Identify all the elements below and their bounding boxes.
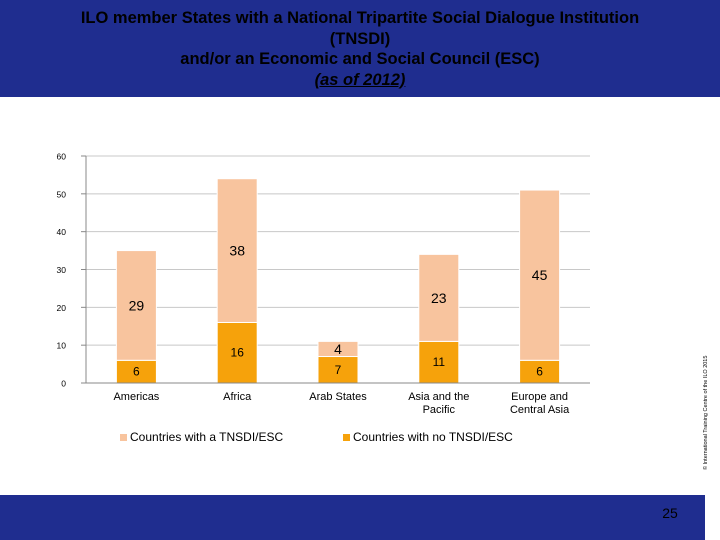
x-tick-label-line: Arab States xyxy=(309,391,367,403)
bar-tnsdi-4 xyxy=(519,189,561,361)
axes: 0 10 20 30 40 50 60 Americas Africa Arab States As… xyxy=(57,152,590,416)
data-label-tnsdi-4: 45 xyxy=(532,267,548,283)
legend-swatch-1 xyxy=(343,434,350,441)
x-tick-label-line: Africa xyxy=(223,391,252,403)
page-number: 25 xyxy=(662,505,678,521)
data-label-no-tnsdi-4: 6 xyxy=(536,365,543,379)
y-tick-label-50: 50 xyxy=(57,189,67,199)
x-tick-label-4: Europe and Central Asia xyxy=(510,391,570,416)
x-tick-label-line: Pacific xyxy=(423,404,456,416)
y-tick-label-60: 60 xyxy=(57,152,67,162)
x-tick-label-0: Americas xyxy=(113,391,159,403)
bar-tnsdi-1 xyxy=(216,178,258,323)
bar-tnsdi-3 xyxy=(418,253,460,342)
data-label-tnsdi-0: 29 xyxy=(129,297,145,313)
data-label-no-tnsdi-2: 7 xyxy=(335,363,342,377)
x-tick-label-line: Central Asia xyxy=(510,404,570,416)
data-label-tnsdi-2: 4 xyxy=(334,341,342,357)
data-label-tnsdi-1: 38 xyxy=(229,243,245,259)
slide-footer xyxy=(0,495,705,540)
bar-tnsdi-2 xyxy=(317,340,359,358)
legend-swatch-0 xyxy=(120,434,127,441)
legend-label-0: Countries with a TNSDI/ESC xyxy=(130,430,283,444)
y-tick-label-0: 0 xyxy=(61,379,66,389)
legend: Countries with a TNSDI/ESC Countries with… xyxy=(120,430,513,444)
title-line-3: and/or an Economic and Social Council (E… xyxy=(180,50,540,68)
copyright-notice: © International Training Centre of the I… xyxy=(703,355,709,470)
y-tick-label-40: 40 xyxy=(57,227,67,237)
x-tick-label-1: Africa xyxy=(223,391,252,403)
bars xyxy=(115,178,561,384)
y-tick-label-10: 10 xyxy=(57,341,67,351)
title-line-2: (TNSDI) xyxy=(329,29,391,48)
slide-header: ILO member States with a National Tripar… xyxy=(0,0,720,97)
legend-label-1: Countries with no TNSDI/ESC xyxy=(353,430,513,444)
y-tick-label-20: 20 xyxy=(57,303,67,313)
stacked-bar-chart: 6 29 16 38 7 4 11 23 6 45 0 10 20 30 40 50 60 Americas Af… xyxy=(57,152,590,444)
x-tick-label-2: Arab States xyxy=(309,391,367,403)
x-tick-label-line: Americas xyxy=(113,391,159,403)
data-label-no-tnsdi-3: 11 xyxy=(433,355,446,369)
x-tick-label-3: Asia and the Pacific xyxy=(408,391,469,416)
x-tick-label-line: Europe and xyxy=(511,391,568,403)
data-label-tnsdi-3: 23 xyxy=(431,290,447,306)
y-tick-label-30: 30 xyxy=(57,265,67,275)
title-line-4: (as of 2012) xyxy=(314,70,406,89)
data-label-no-tnsdi-1: 16 xyxy=(231,346,245,360)
x-tick-label-line: Asia and the xyxy=(408,391,469,403)
data-label-no-tnsdi-0: 6 xyxy=(133,365,140,379)
title-line-1: ILO member States with a National Tripar… xyxy=(80,9,640,27)
bar-tnsdi-0 xyxy=(115,250,157,361)
data-labels: 6 29 16 38 7 4 11 23 6 45 xyxy=(129,243,548,379)
gridlines xyxy=(86,155,590,346)
